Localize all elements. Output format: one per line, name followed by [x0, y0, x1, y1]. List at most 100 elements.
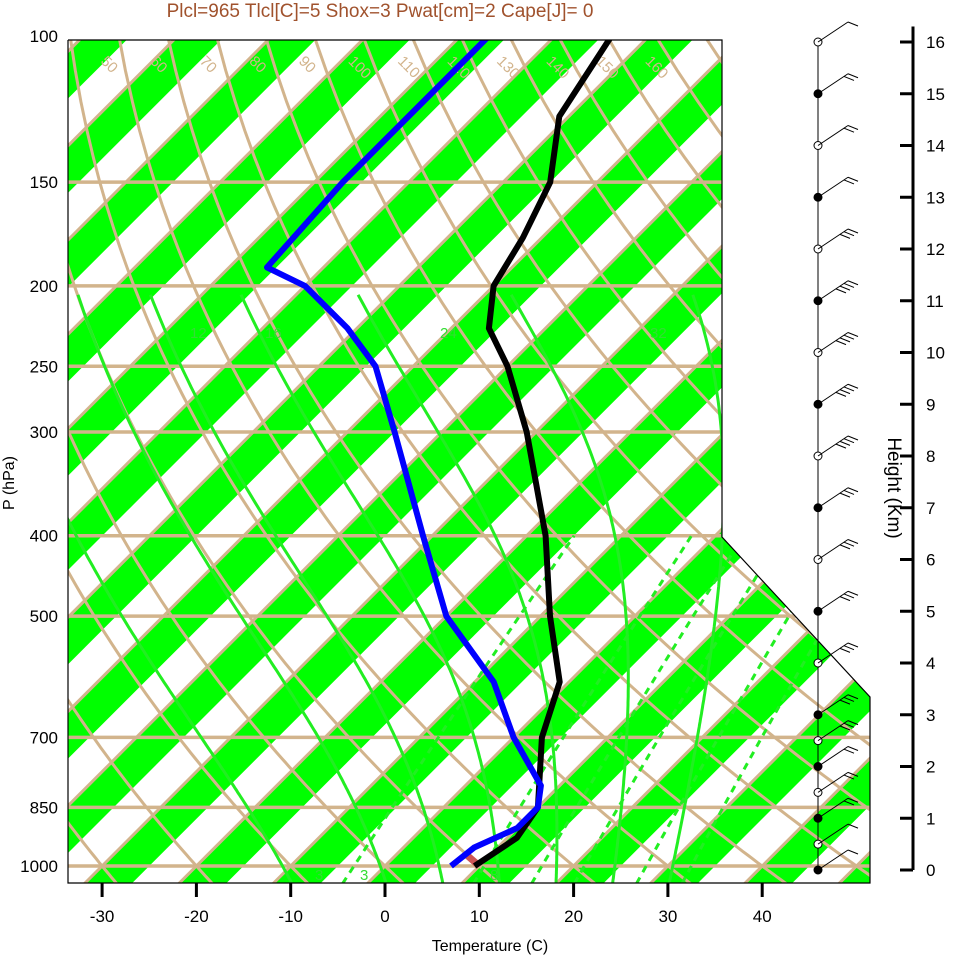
- green-band: [68, 40, 331, 883]
- pressure-tick-label: 200: [30, 277, 58, 296]
- mixing-ratio-label: 3: [360, 867, 368, 884]
- wind-barb-feather: [843, 282, 855, 288]
- wind-barb-feather: [839, 440, 851, 446]
- height-tick-label: 9: [926, 395, 935, 414]
- wind-barb: [817, 539, 849, 560]
- wind-barb: [817, 228, 849, 250]
- chart-title: Plcl=965 Tlcl[C]=5 Shox=3 Pwat[cm]=2 Cap…: [167, 1, 594, 22]
- moist-adiabat: [68, 294, 294, 883]
- wind-barb-feather: [843, 386, 855, 392]
- wind-barb: [817, 73, 849, 95]
- height-tick-label: 13: [926, 188, 945, 207]
- isotherm: [68, 40, 379, 883]
- wind-barb: [817, 797, 849, 819]
- wind-barb-feather: [843, 774, 855, 780]
- isotherm: [917, 25, 961, 900]
- isotherm: [68, 40, 756, 883]
- height-tick-label: 6: [926, 551, 935, 570]
- green-band: [68, 40, 425, 883]
- wind-barb-feather: [843, 179, 855, 185]
- wind-barb-feather: [843, 75, 855, 81]
- wind-barb-feather: [839, 544, 851, 550]
- height-tick-label: 14: [926, 137, 945, 156]
- isotherm: [68, 40, 285, 883]
- wind-barb-feather: [843, 748, 855, 754]
- y-axis-label: P (hPa): [1, 456, 18, 510]
- dry-adiabat: [68, 40, 310, 883]
- height-tick-label: 0: [926, 861, 935, 880]
- x-tick-label: -30: [90, 907, 115, 926]
- wind-barb-feather: [843, 334, 855, 340]
- mixing-ratio-label: 32: [650, 325, 667, 342]
- green-band: [256, 40, 870, 883]
- isotherm: [632, 40, 870, 883]
- x-axis-label: Temperature (C): [432, 938, 548, 955]
- isotherm: [161, 40, 870, 883]
- wind-barb-feather: [839, 285, 851, 291]
- wind-barb-feather: [847, 797, 859, 803]
- wind-barb-feather: [847, 642, 859, 648]
- dry-adiabat: [68, 40, 405, 883]
- pressure-tick-label: 500: [30, 607, 58, 626]
- pressure-tick-label: 150: [30, 173, 58, 192]
- isotherm: [68, 40, 662, 883]
- x-tick-label: 40: [753, 907, 772, 926]
- isotherm: [444, 40, 870, 883]
- wind-barb: [817, 590, 849, 612]
- wind-barb-feather: [847, 746, 859, 751]
- mixing-ratio-label: 16: [265, 325, 282, 342]
- height-axis-label: Height (Km): [883, 437, 904, 538]
- wind-barb-feather: [847, 823, 859, 829]
- mixing-ratio-line: [572, 534, 783, 883]
- wind-barb-feather: [847, 487, 859, 493]
- pressure-tick-label: 1000: [20, 857, 58, 876]
- x-tick-label: 20: [564, 907, 583, 926]
- dry-adiabat: [68, 40, 118, 883]
- isotherm: [68, 40, 567, 883]
- height-tick-label: 16: [926, 33, 945, 52]
- wind-barb-feather: [843, 541, 855, 547]
- moist-adiabat: [509, 294, 630, 883]
- wind-barb: [817, 125, 849, 146]
- wind-barb-feather: [843, 645, 855, 651]
- moist-adiabat-lines: [68, 294, 726, 883]
- wind-barb-feather: [847, 125, 859, 130]
- green-band: [917, 25, 961, 900]
- dry-adiabat: [68, 40, 214, 883]
- height-tick-label: 15: [926, 85, 945, 104]
- moist-adiabat: [149, 294, 445, 883]
- wind-barb-feather: [843, 722, 855, 728]
- wind-barb-feather: [847, 720, 859, 726]
- green-band: [539, 40, 870, 883]
- wind-barb: [817, 823, 849, 845]
- wind-barb-feather: [847, 73, 859, 79]
- mixing-ratio-line: [530, 534, 745, 883]
- height-tick-label: 7: [926, 499, 935, 518]
- wind-barb-feather: [847, 694, 859, 700]
- wind-barb: [817, 771, 849, 793]
- wind-barb-feather: [839, 725, 851, 731]
- x-axis: -30 -20 -10 0 10 20 30 40: [90, 883, 772, 926]
- wind-barb: [817, 332, 849, 353]
- wind-barb-feather: [843, 696, 855, 702]
- dry-adiabat: [0, 0, 21, 884]
- wind-barb-feather: [839, 596, 851, 602]
- wind-barb-feather: [847, 332, 859, 337]
- moist-adiabat: [239, 294, 501, 883]
- wind-barb-feather: [843, 127, 855, 133]
- mixing-ratio-line: [635, 534, 839, 883]
- pressure-tick-label: 400: [30, 527, 58, 546]
- wind-barb: [817, 21, 849, 43]
- height-tick-label: 3: [926, 706, 935, 725]
- wind-barb-feather: [847, 771, 859, 777]
- wind-barb: [817, 280, 849, 302]
- wind-barb-feather: [835, 391, 847, 397]
- wind-barb-feather: [847, 435, 859, 441]
- wind-barb: [817, 849, 849, 871]
- height-tick-label: 1: [926, 809, 935, 828]
- x-tick-label: 30: [658, 907, 677, 926]
- wind-barb-feather: [847, 849, 859, 855]
- height-tick-label: 11: [926, 292, 944, 311]
- pressure-tick-label: 250: [30, 357, 58, 376]
